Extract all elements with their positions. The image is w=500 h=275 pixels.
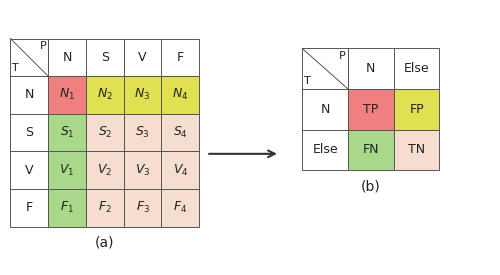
Bar: [48, 151, 86, 189]
Text: Else: Else: [404, 62, 429, 75]
Text: $S_2$: $S_2$: [98, 125, 112, 140]
Bar: [162, 39, 200, 76]
Bar: [10, 151, 48, 189]
Text: FN: FN: [362, 143, 379, 156]
Text: T: T: [304, 76, 311, 86]
Bar: [48, 114, 86, 151]
Bar: [124, 189, 162, 227]
Text: T: T: [12, 63, 19, 73]
Bar: [394, 89, 440, 130]
Bar: [10, 114, 48, 151]
Bar: [162, 189, 200, 227]
Bar: [162, 114, 200, 151]
Bar: [394, 48, 440, 89]
Bar: [124, 39, 162, 76]
Bar: [86, 76, 124, 114]
Bar: [162, 151, 200, 189]
Text: Else: Else: [312, 143, 338, 156]
Text: $V_4$: $V_4$: [172, 163, 188, 178]
Text: P: P: [40, 42, 46, 51]
Text: V: V: [138, 51, 147, 64]
Text: $F_2$: $F_2$: [98, 200, 112, 215]
Bar: [124, 114, 162, 151]
Bar: [48, 76, 86, 114]
Bar: [86, 189, 124, 227]
Bar: [124, 76, 162, 114]
Bar: [302, 130, 348, 170]
Text: N: N: [320, 103, 330, 116]
Text: FP: FP: [410, 103, 424, 116]
Text: $N_4$: $N_4$: [172, 87, 188, 103]
Bar: [302, 48, 348, 89]
Bar: [348, 89, 394, 130]
Text: $S_1$: $S_1$: [60, 125, 74, 140]
Text: $V_3$: $V_3$: [135, 163, 150, 178]
Bar: [394, 130, 440, 170]
Bar: [10, 39, 48, 76]
Text: N: N: [24, 89, 34, 101]
Bar: [124, 151, 162, 189]
Text: (a): (a): [95, 235, 114, 249]
Text: S: S: [101, 51, 109, 64]
Text: $N_1$: $N_1$: [59, 87, 75, 103]
Bar: [10, 189, 48, 227]
Text: $N_3$: $N_3$: [134, 87, 150, 103]
Text: $F_3$: $F_3$: [136, 200, 149, 215]
Bar: [10, 76, 48, 114]
Text: F: F: [26, 201, 33, 214]
Text: $F_1$: $F_1$: [60, 200, 74, 215]
Bar: [348, 130, 394, 170]
Text: (b): (b): [361, 179, 380, 193]
Text: N: N: [62, 51, 72, 64]
Text: P: P: [339, 51, 346, 61]
Text: N: N: [366, 62, 376, 75]
Bar: [162, 76, 200, 114]
Text: V: V: [25, 164, 34, 177]
Text: $F_4$: $F_4$: [174, 200, 188, 215]
Text: F: F: [177, 51, 184, 64]
Text: TN: TN: [408, 143, 425, 156]
Text: S: S: [25, 126, 33, 139]
Bar: [48, 189, 86, 227]
Text: TP: TP: [363, 103, 378, 116]
Bar: [86, 151, 124, 189]
Text: $S_3$: $S_3$: [135, 125, 150, 140]
Bar: [302, 89, 348, 130]
Text: $V_1$: $V_1$: [60, 163, 74, 178]
Text: $S_4$: $S_4$: [173, 125, 188, 140]
Text: $V_2$: $V_2$: [97, 163, 112, 178]
Bar: [348, 48, 394, 89]
Text: $N_2$: $N_2$: [97, 87, 113, 103]
Bar: [48, 39, 86, 76]
Bar: [86, 114, 124, 151]
Bar: [86, 39, 124, 76]
